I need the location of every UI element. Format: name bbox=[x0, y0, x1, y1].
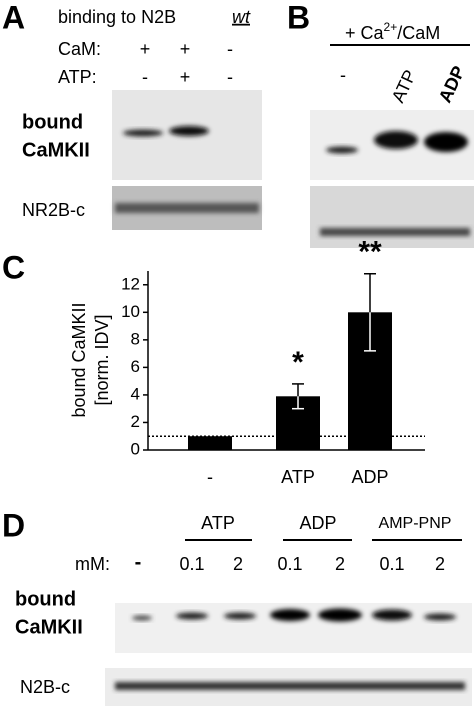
annotation: * bbox=[292, 346, 304, 379]
y-tick-label: 8 bbox=[131, 329, 140, 348]
y-tick-label: 4 bbox=[131, 384, 140, 403]
lane-label: 2 bbox=[233, 554, 243, 574]
group-label: ATP bbox=[201, 513, 235, 533]
lane-label: 2 bbox=[435, 554, 445, 574]
band bbox=[424, 132, 468, 152]
panel-title: binding to N2B bbox=[58, 7, 176, 27]
lane-label: 0.1 bbox=[379, 554, 404, 574]
row-label: ATP: bbox=[58, 67, 97, 87]
x-tick-label: ATP bbox=[281, 467, 315, 487]
lane-label: ADP bbox=[435, 63, 469, 106]
band bbox=[326, 146, 358, 154]
blot-label: bound bbox=[15, 588, 76, 610]
y-tick-label: 6 bbox=[131, 357, 140, 376]
header-sup: 2+ bbox=[384, 20, 398, 34]
blot-label: NR2B-c bbox=[22, 200, 85, 220]
band bbox=[123, 129, 163, 137]
lane-sign: - bbox=[227, 67, 233, 87]
blot-label: N2B-c bbox=[20, 677, 70, 697]
y-tick-label: 10 bbox=[121, 302, 140, 321]
x-tick-label: ADP bbox=[351, 467, 388, 487]
bar bbox=[188, 436, 232, 450]
lane-label: 2 bbox=[335, 554, 345, 574]
x-tick-label: - bbox=[207, 467, 213, 487]
y-tick-label: 12 bbox=[121, 274, 140, 293]
lane-label: - bbox=[135, 551, 142, 573]
y-tick-label: 0 bbox=[131, 439, 140, 458]
header-part: + Ca bbox=[345, 23, 385, 43]
header-part: /CaM bbox=[397, 23, 440, 43]
blot-label: CaMKII bbox=[15, 616, 83, 638]
blot bbox=[310, 186, 474, 248]
bar-chart: C bound CaMKII [norm. IDV] 0 2 4 6 8 10 12 - ATP… bbox=[2, 236, 425, 487]
panel-title-italic: wt bbox=[232, 7, 251, 27]
band bbox=[270, 609, 310, 621]
blot-label: bound bbox=[22, 111, 83, 133]
band bbox=[318, 608, 362, 622]
lane-sign: + bbox=[140, 39, 151, 59]
lane-label: - bbox=[340, 65, 346, 85]
row-label: CaM: bbox=[58, 39, 101, 59]
lane-label: ATP bbox=[388, 67, 420, 106]
band bbox=[320, 228, 470, 236]
band bbox=[224, 612, 256, 620]
band bbox=[372, 609, 412, 621]
band bbox=[169, 126, 209, 136]
header: + Ca2+/CaM bbox=[345, 20, 440, 43]
lane-sign: + bbox=[180, 39, 191, 59]
annotation: ** bbox=[358, 236, 382, 269]
lane-sign: - bbox=[227, 39, 233, 59]
band bbox=[176, 612, 208, 620]
lane-label: 0.1 bbox=[179, 554, 204, 574]
lane-label: 0.1 bbox=[277, 554, 302, 574]
group-label: AMP-PNP bbox=[379, 515, 452, 532]
band bbox=[424, 613, 456, 621]
band bbox=[115, 203, 259, 213]
group-label: ADP bbox=[299, 513, 336, 533]
lane-sign: - bbox=[142, 67, 148, 87]
band bbox=[115, 682, 465, 690]
y-tick-label: 2 bbox=[131, 412, 140, 431]
lane-sign: + bbox=[180, 67, 191, 87]
panel-letter: D bbox=[2, 507, 25, 543]
panel-letter: A bbox=[2, 0, 25, 35]
blot-label: CaMKII bbox=[22, 139, 90, 161]
panel-letter: B bbox=[287, 0, 310, 35]
y-axis-label: [norm. IDV] bbox=[92, 314, 112, 405]
y-axis-label: bound CaMKII bbox=[69, 302, 89, 417]
panel-letter: C bbox=[2, 249, 25, 285]
row-label: mM: bbox=[75, 554, 110, 574]
band bbox=[132, 615, 152, 621]
band bbox=[374, 131, 418, 149]
